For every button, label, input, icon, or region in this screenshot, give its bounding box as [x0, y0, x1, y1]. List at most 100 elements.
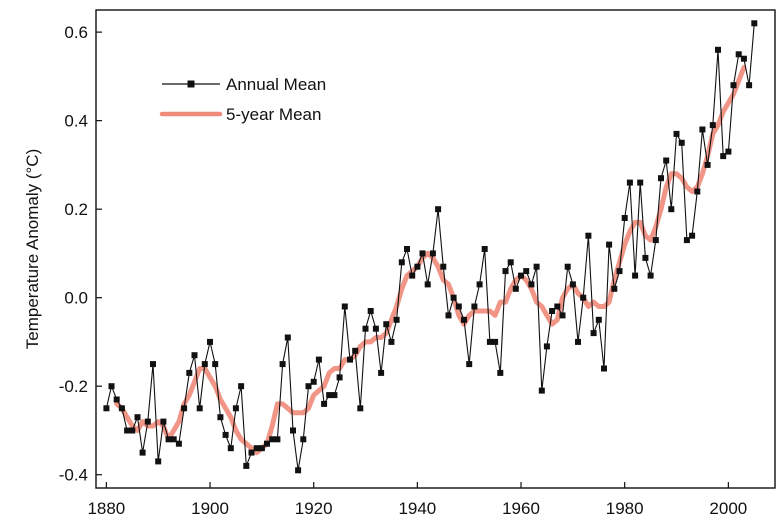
annual-mean-point-1923: [326, 392, 333, 399]
x-axis: 1880 1900 1920 1940 1960 1980 2000: [87, 482, 747, 518]
annual-mean-point-1962: [528, 281, 535, 288]
y-axis-title: Temperature Anomaly (°C): [23, 149, 42, 349]
annual-mean-point-1956: [497, 369, 504, 376]
annual-mean-point-1917: [295, 467, 302, 474]
annual-mean-point-1961: [523, 268, 530, 275]
annual-mean-point-1951: [471, 303, 478, 310]
annual-mean-point-1963: [533, 263, 540, 270]
annual-mean-point-1994: [694, 188, 701, 195]
annual-mean-point-1993: [689, 232, 696, 239]
annual-mean-point-1964: [538, 387, 545, 394]
annual-mean-point-1892: [165, 436, 172, 443]
annual-mean-point-1907: [243, 462, 250, 469]
annual-mean-point-1902: [217, 414, 224, 421]
annual-mean-point-1997: [709, 122, 716, 129]
series-5-year-mean-line: [114, 65, 747, 456]
annual-mean-point-2005: [751, 20, 758, 27]
series-layer: [103, 20, 758, 474]
annual-mean-point-1942: [424, 281, 431, 288]
annual-mean-point-1903: [222, 431, 229, 438]
annual-mean-point-1986: [652, 237, 659, 244]
annual-mean-point-1893: [170, 436, 177, 443]
legend: Annual Mean 5-year Mean: [159, 75, 326, 124]
annual-mean-point-1931: [367, 308, 374, 314]
annual-mean-point-2003: [740, 55, 747, 62]
x-tick-label-1980: 1980: [606, 499, 644, 518]
legend-annual-mean-label: Annual Mean: [226, 75, 326, 94]
annual-mean-point-1967: [554, 303, 561, 310]
annual-mean-point-1980: [621, 215, 628, 221]
annual-mean-point-1896: [186, 369, 193, 376]
annual-mean-point-1992: [683, 237, 690, 244]
annual-mean-point-1984: [642, 254, 649, 261]
annual-mean-point-1968: [559, 312, 566, 319]
y-tick-label-0: -0.4: [59, 466, 88, 485]
annual-mean-point-1928: [352, 347, 359, 354]
annual-mean-point-1929: [357, 405, 364, 412]
plot-frame: [95, 9, 776, 489]
annual-mean-point-1989: [668, 206, 675, 213]
x-tick-label-1900: 1900: [191, 499, 229, 518]
annual-mean-point-1981: [626, 179, 633, 186]
annual-mean-point-1972: [580, 294, 587, 301]
annual-mean-point-2001: [730, 82, 737, 89]
annual-mean-point-1899: [201, 361, 208, 368]
annual-mean-point-1965: [543, 343, 550, 350]
annual-mean-point-1901: [212, 361, 219, 368]
annual-mean-point-1905: [232, 405, 239, 412]
annual-mean-point-1884: [124, 427, 131, 434]
annual-mean-point-1934: [383, 321, 390, 328]
annual-mean-point-1977: [606, 241, 613, 248]
annual-mean-point-1895: [181, 405, 188, 412]
annual-mean-point-1971: [575, 338, 581, 345]
annual-mean-point-1898: [196, 405, 203, 412]
annual-mean-point-1940: [414, 263, 421, 270]
annual-mean-point-1955: [492, 338, 499, 345]
annual-mean-point-1954: [486, 338, 493, 345]
annual-mean-point-1988: [663, 157, 670, 164]
annual-mean-point-1941: [419, 250, 426, 257]
annual-mean-point-1906: [238, 383, 245, 390]
annual-mean-point-2000: [725, 148, 732, 155]
annual-mean-point-1950: [466, 361, 473, 368]
annual-mean-point-1949: [461, 316, 467, 323]
annual-mean-point-2002: [735, 51, 742, 58]
annual-mean-point-1943: [429, 250, 436, 257]
annual-mean-point-1991: [678, 139, 685, 146]
annual-mean-point-1897: [191, 352, 198, 359]
annual-mean-point-1999: [720, 153, 727, 160]
annual-mean-point-1932: [372, 325, 379, 332]
annual-mean-point-1995: [699, 126, 706, 133]
annual-mean-point-1987: [658, 175, 664, 182]
annual-mean-point-1973: [585, 232, 592, 239]
annual-mean-point-1953: [481, 246, 488, 252]
annual-mean-point-1914: [279, 361, 286, 368]
annual-mean-point-1948: [455, 303, 462, 310]
annual-mean-point-1891: [160, 418, 167, 425]
annual-mean-point-1922: [321, 400, 328, 407]
annual-mean-point-1925: [336, 374, 343, 381]
annual-mean-point-1909: [253, 445, 260, 452]
annual-mean-point-1974: [590, 330, 597, 337]
annual-mean-point-1890: [155, 458, 162, 465]
annual-mean-point-1957: [502, 268, 509, 275]
annual-mean-point-1883: [118, 405, 125, 412]
series-annual-mean-line: [105, 23, 755, 471]
legend-5-year-mean-label: 5-year Mean: [226, 105, 321, 124]
annual-mean-point-1910: [258, 445, 265, 452]
annual-mean-point-1982: [632, 272, 639, 279]
annual-mean-point-1889: [150, 361, 156, 368]
annual-mean-point-1938: [404, 246, 410, 252]
annual-mean-point-1976: [601, 365, 607, 372]
annual-mean-point-1978: [611, 285, 618, 292]
annual-mean-point-1927: [347, 356, 353, 363]
annual-mean-point-1924: [331, 392, 338, 399]
annual-mean-point-1966: [549, 308, 556, 314]
annual-mean-point-1913: [274, 436, 281, 443]
y-tick-label-5: 0.6: [64, 23, 88, 42]
annual-mean-point-1985: [647, 272, 654, 279]
y-tick-label-1: -0.2: [59, 377, 88, 396]
annual-mean-point-1944: [435, 206, 442, 213]
annual-mean-point-1998: [715, 46, 721, 53]
annual-mean-point-1880: [103, 405, 110, 412]
